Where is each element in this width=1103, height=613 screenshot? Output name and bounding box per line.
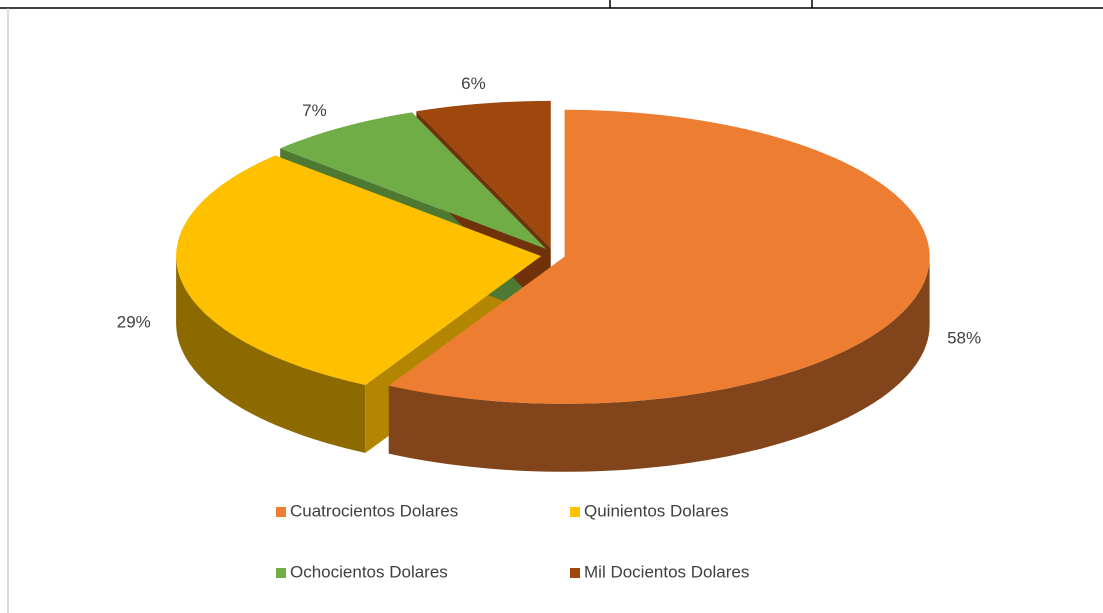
legend-swatch — [570, 507, 580, 517]
data-label: 58% — [947, 328, 981, 347]
pie — [176, 100, 930, 472]
data-label: 29% — [117, 312, 151, 331]
legend-swatch — [570, 568, 580, 578]
slice — [176, 155, 542, 385]
slice — [388, 109, 930, 404]
legend-label: Quinientos Dolares — [584, 501, 729, 520]
legend-swatch — [276, 568, 286, 578]
legend-label: Ochocientos Dolares — [290, 562, 448, 581]
slice — [416, 100, 551, 248]
legend-label: Mil Docientos Dolares — [584, 562, 749, 581]
slice-side — [388, 256, 930, 472]
slice-side — [176, 256, 366, 453]
slice — [280, 112, 547, 250]
legend-label: Cuatrocientos Dolares — [290, 501, 458, 520]
data-label: 6% — [461, 74, 486, 93]
legend-swatch — [276, 507, 286, 517]
data-label: 7% — [302, 101, 327, 120]
